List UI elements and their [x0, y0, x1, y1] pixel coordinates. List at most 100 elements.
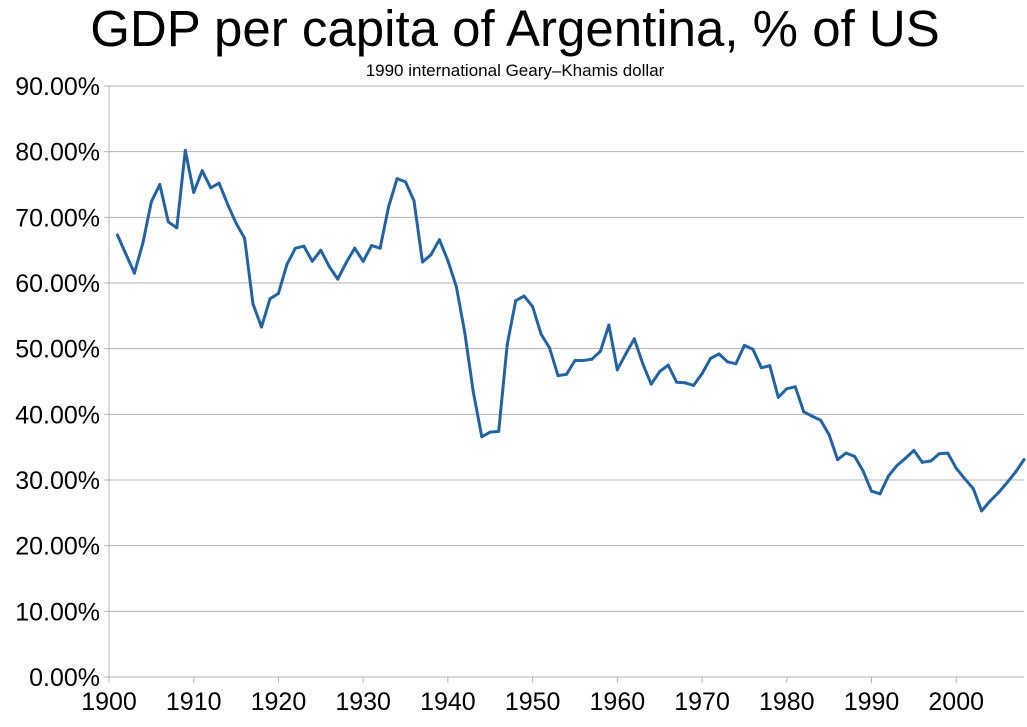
data-point [675, 380, 679, 384]
y-tick-label: 80.00% [15, 139, 100, 167]
data-point [454, 285, 458, 289]
data-point [768, 364, 772, 368]
data-point [658, 370, 662, 374]
data-point [903, 456, 907, 460]
x-axis-tick-labels: 1900 1910 1920 1930 1940 1950 1960 1970 1980 1990… [81, 688, 984, 716]
data-point [217, 181, 221, 185]
data-point [404, 180, 407, 184]
y-tick-label: 0.00% [29, 664, 100, 692]
data-point [709, 357, 712, 360]
data-point [175, 226, 179, 230]
data-point [853, 454, 857, 458]
data-point [793, 385, 797, 389]
data-point [819, 418, 823, 422]
series-line [116, 148, 1026, 513]
x-tick-label: 1930 [335, 688, 391, 716]
data-point [548, 346, 552, 350]
data-point [183, 148, 187, 152]
data-point [488, 430, 492, 434]
data-point [471, 390, 475, 394]
x-tick-label: 1960 [590, 688, 646, 716]
data-point [573, 359, 577, 362]
data-point [421, 260, 424, 264]
data-point [124, 252, 128, 256]
y-tick-label: 10.00% [15, 598, 100, 626]
data-point [293, 246, 297, 250]
data-point [429, 253, 433, 257]
data-point [607, 323, 611, 327]
data-point [810, 414, 814, 418]
data-point [632, 337, 636, 341]
data-point [276, 292, 280, 295]
data-point [200, 169, 204, 173]
x-tick-label: 1980 [759, 688, 815, 716]
data-point [344, 261, 348, 265]
data-point [556, 374, 560, 378]
axes [104, 85, 957, 683]
data-point [1022, 458, 1026, 462]
data-point [870, 489, 873, 493]
data-point [692, 383, 696, 387]
data-point [624, 352, 628, 356]
data-point [327, 265, 331, 269]
data-point [920, 460, 924, 464]
data-point [336, 277, 340, 281]
x-tick-label: 1990 [844, 688, 900, 716]
data-point [268, 297, 272, 301]
data-point [700, 372, 704, 376]
data-point [954, 466, 958, 470]
data-point [480, 435, 484, 439]
y-tick-label: 30.00% [15, 467, 100, 495]
data-point [980, 509, 984, 513]
data-point [132, 271, 136, 275]
data-point [437, 238, 441, 242]
data-point [149, 200, 153, 204]
data-point [116, 233, 119, 237]
data-point [1014, 470, 1017, 474]
data-point [734, 362, 738, 366]
x-tick-label: 1900 [81, 688, 137, 716]
data-point [463, 331, 467, 335]
data-point [505, 343, 509, 347]
data-point [412, 199, 416, 203]
data-point [886, 474, 890, 478]
data-point [387, 205, 391, 209]
data-point [446, 259, 450, 263]
data-point [166, 220, 170, 224]
data-point [285, 263, 289, 267]
data-point [395, 177, 399, 181]
data-point [141, 241, 145, 245]
x-tick-label: 1950 [505, 688, 561, 716]
data-point [497, 429, 501, 433]
data-point [988, 499, 992, 503]
y-tick-label: 90.00% [15, 73, 100, 101]
data-point [598, 349, 602, 353]
data-point [192, 190, 196, 194]
data-point [666, 363, 670, 367]
data-point [539, 332, 543, 336]
data-point [565, 372, 568, 376]
data-point [158, 183, 162, 186]
data-point [226, 202, 230, 206]
data-point [302, 244, 306, 248]
x-tick-label: 1970 [674, 688, 730, 716]
data-point [683, 381, 687, 385]
y-axis-tick-labels: 0.00% 10.00% 20.00% 30.00% 40.00% 50.00% 60.00… [15, 73, 100, 692]
data-point [785, 387, 789, 391]
data-point [514, 299, 518, 303]
data-point [937, 452, 941, 456]
data-point [531, 305, 535, 309]
data-point [378, 246, 382, 250]
data-point [649, 382, 653, 386]
data-point [581, 359, 585, 362]
data-point [878, 492, 882, 496]
data-point [310, 259, 314, 263]
y-tick-label: 40.00% [15, 401, 100, 429]
y-tick-label: 60.00% [15, 270, 100, 298]
data-point [827, 433, 831, 437]
y-tick-label: 70.00% [15, 204, 100, 232]
data-point [895, 464, 899, 468]
data-point [861, 469, 865, 473]
data-point [353, 246, 357, 250]
y-tick-label: 50.00% [15, 336, 100, 364]
